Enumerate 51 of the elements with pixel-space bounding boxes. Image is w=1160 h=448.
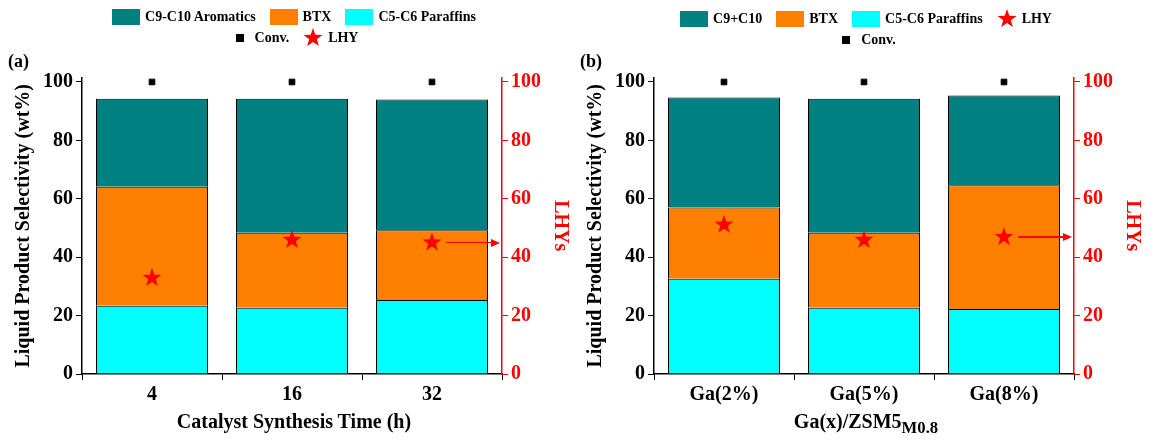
y-tick-label: 20 [625, 302, 645, 325]
x-tick-label: Ga(5%) [829, 382, 899, 406]
y2-tick-label: 0 [511, 361, 521, 384]
chart-title: (b) [580, 51, 602, 73]
y2-tick-label: 0 [1083, 361, 1093, 384]
x-tick-label: 32 [422, 382, 442, 405]
x-tick-label: Ga(8%) [969, 382, 1039, 406]
y2-tick-label: 80 [511, 127, 531, 150]
y-tick-label: 80 [53, 127, 73, 150]
point [422, 232, 442, 251]
x-tick-label: 4 [147, 382, 157, 405]
legend-label: Conv. [254, 29, 290, 46]
legend-label: BTX [809, 10, 839, 27]
legend-label: C5-C6 Paraffins [885, 10, 983, 27]
y2-tick-label: 20 [1083, 302, 1103, 325]
y-axis-title: Liquid Product Selectivity (wt%) [583, 84, 607, 368]
x-tick-label: Ga(2%) [689, 382, 759, 406]
y2-tick-label: 20 [511, 302, 531, 325]
y2-tick-label: 40 [511, 244, 531, 267]
legend-label: BTX [302, 8, 332, 25]
y-tick-label: 100 [615, 69, 645, 92]
y-tick-label: 40 [53, 244, 73, 267]
y-tick-label: 20 [53, 302, 73, 325]
y2-tick-label: 60 [1083, 185, 1103, 208]
y2-axis-title: LHYs [550, 200, 573, 252]
y2-tick-label: 80 [1083, 127, 1103, 150]
x-tick-label: 16 [282, 382, 302, 405]
y2-tick-label: 100 [1083, 69, 1113, 92]
y-tick-label: 60 [625, 185, 645, 208]
chart-title: (a) [8, 51, 29, 73]
y-tick-label: 60 [53, 185, 73, 208]
y2-axis-title: LHYs [1122, 200, 1145, 252]
legend-label: LHY [1021, 10, 1052, 27]
legend-label: C9+C10 [713, 10, 763, 27]
y2-tick-label: 100 [511, 69, 541, 92]
x-axis-title: Ga(x)/ZSM5$_{M0.8}$ [792, 410, 940, 438]
point [282, 229, 302, 249]
legend-label: C9-C10 Aromatics [145, 8, 256, 25]
y-tick-label: 100 [43, 69, 73, 92]
x-axis-title: Catalyst Synthesis Time (h) [175, 410, 413, 433]
y-tick-label: 0 [635, 361, 645, 384]
legend-label: C5-C6 Paraffins [378, 8, 476, 25]
y-axis-title: Liquid Product Selectivity (wt%) [11, 84, 35, 368]
y-tick-label: 40 [625, 244, 645, 267]
point [142, 267, 162, 287]
legend-label: LHY [328, 29, 359, 46]
y2-tick-label: 60 [511, 185, 531, 208]
y-tick-label: 80 [625, 127, 645, 150]
y-tick-label: 0 [63, 361, 73, 384]
legend-label: Conv. [861, 31, 896, 48]
y2-tick-label: 40 [1083, 244, 1103, 267]
